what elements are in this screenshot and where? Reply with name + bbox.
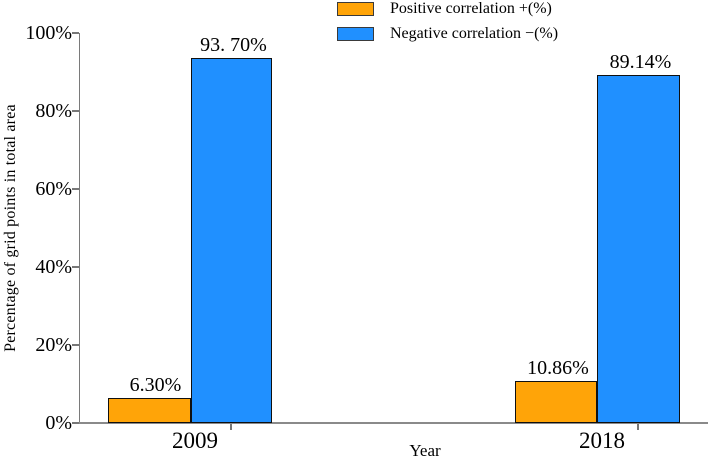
y-tick <box>71 110 79 112</box>
x-category-label: 2018 <box>579 428 625 453</box>
y-axis-line <box>78 33 80 424</box>
bar-negative-2018 <box>597 75 680 423</box>
bar-value-label: 6.30% <box>129 374 182 397</box>
y-tick-label: 100% <box>25 22 72 44</box>
legend-label: Positive correlation +(%) <box>390 0 552 17</box>
legend-swatch-positive <box>337 2 374 16</box>
bar-value-label: 10.86% <box>527 356 589 379</box>
legend-label: Negative correlation −(%) <box>390 25 559 42</box>
bar-value-label: 93. 70% <box>200 33 267 56</box>
y-tick-label: 60% <box>35 178 72 200</box>
bar-negative-2009 <box>191 57 272 423</box>
y-tick-label: 40% <box>35 256 72 278</box>
y-tick <box>71 32 79 34</box>
y-tick <box>71 188 79 190</box>
legend-item: Negative correlation −(%) <box>337 25 559 42</box>
y-tick-label: 0% <box>45 412 72 434</box>
y-tick <box>71 344 79 346</box>
x-tick <box>230 424 232 430</box>
x-tick <box>637 424 639 430</box>
y-tick-label: 80% <box>35 100 72 122</box>
bar-positive-2009 <box>108 398 191 423</box>
legend-item: Positive correlation +(%) <box>337 0 558 17</box>
x-axis-label: Year <box>409 441 441 460</box>
y-axis-label: Percentage of grid points in total area <box>2 103 19 352</box>
bar-value-label: 89.14% <box>609 51 672 74</box>
y-tick <box>71 266 79 268</box>
y-tick-label: 20% <box>35 334 72 356</box>
x-category-label: 2009 <box>172 428 218 453</box>
bar-positive-2018 <box>515 380 597 423</box>
legend-swatch-negative <box>337 27 374 41</box>
legend: Positive correlation +(%) Negative correl… <box>337 0 559 42</box>
y-tick <box>71 422 79 424</box>
x-axis-line <box>78 422 708 424</box>
